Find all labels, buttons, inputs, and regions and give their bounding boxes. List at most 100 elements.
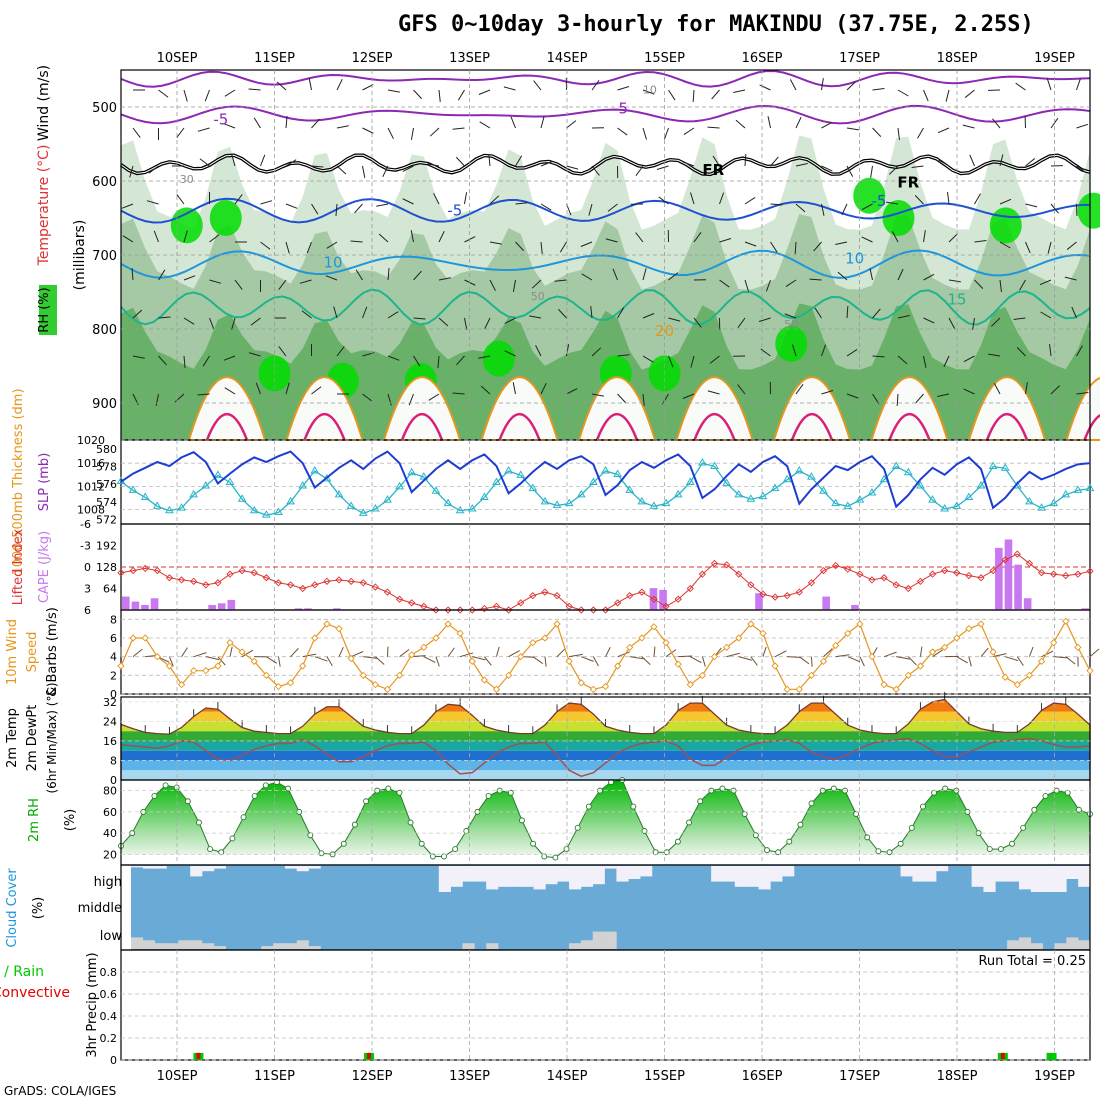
temp-axis-label-line3: (6hr Min/Max) (°C) bbox=[45, 682, 59, 793]
rh-marker bbox=[352, 822, 357, 827]
wind-barb bbox=[375, 657, 384, 665]
cape-bar bbox=[208, 605, 216, 610]
rh-tick-label: 20 bbox=[103, 848, 117, 861]
rh-marker bbox=[486, 793, 491, 798]
cloud-low-bar bbox=[155, 943, 167, 949]
wind-speed-marker bbox=[978, 621, 984, 627]
wind-barb bbox=[860, 657, 865, 666]
date-tick-top: 19SEP bbox=[1034, 51, 1075, 66]
temp-axis-label-line2: 2m DewPt bbox=[25, 705, 40, 772]
legend-total-rain: Total / Rain bbox=[0, 964, 44, 980]
cloud-low-bar bbox=[131, 937, 143, 949]
cape-tick-label: 128 bbox=[96, 561, 117, 574]
wind-axis-label-line2: Speed bbox=[25, 632, 40, 673]
cloud-low-bar bbox=[569, 943, 581, 949]
cloud-high-bar bbox=[972, 866, 984, 887]
rh-marker bbox=[419, 841, 424, 846]
cloud-high-bar bbox=[912, 866, 924, 882]
wind-speed-marker bbox=[615, 663, 621, 669]
cloud-low-bar bbox=[214, 946, 226, 949]
lifted-index-tick-label: 3 bbox=[84, 583, 91, 596]
cloud-low-bar bbox=[297, 940, 309, 949]
rh-marker bbox=[219, 850, 224, 855]
cloud-high-bar bbox=[522, 866, 534, 887]
rh-legend-label: RH (%) bbox=[37, 287, 52, 332]
wind-barb bbox=[884, 652, 896, 657]
wind-barb bbox=[278, 657, 280, 667]
wind-barb bbox=[763, 647, 766, 657]
rh-high-patch bbox=[775, 326, 807, 362]
wind-barb bbox=[581, 657, 593, 662]
cloud-high-bar bbox=[1043, 866, 1055, 892]
wind-speed-marker bbox=[130, 635, 136, 641]
wind-barb bbox=[460, 653, 473, 657]
pressure-tick-label: 600 bbox=[92, 175, 117, 190]
rh-marker bbox=[241, 815, 246, 820]
rh-marker bbox=[765, 848, 770, 853]
rh-marker bbox=[408, 820, 413, 825]
cloud-high-bar bbox=[723, 866, 735, 882]
contour-label: 10 bbox=[845, 250, 864, 268]
wind-barb bbox=[908, 657, 916, 665]
cloud-high-bar bbox=[1078, 866, 1090, 887]
wind-barb bbox=[702, 657, 705, 667]
wind-barb bbox=[1005, 657, 1018, 661]
date-tick-bottom: 11SEP bbox=[254, 1069, 295, 1084]
contour-label: -5 bbox=[613, 99, 628, 117]
date-tick-bottom: 18SEP bbox=[937, 1069, 978, 1084]
wind-speed-series bbox=[121, 621, 1090, 689]
temp-fill-group bbox=[121, 697, 1090, 780]
cloud-low-bar bbox=[581, 940, 593, 949]
wind-speed-marker bbox=[1075, 644, 1081, 650]
date-tick-top: 10SEP bbox=[157, 51, 198, 66]
rh-marker bbox=[787, 839, 792, 844]
wind-tick-label: 8 bbox=[110, 613, 117, 626]
wind-barb bbox=[678, 656, 692, 657]
rh-marker bbox=[319, 851, 324, 856]
date-tick-top: 13SEP bbox=[449, 51, 490, 66]
cape-tick-label: 64 bbox=[103, 583, 117, 596]
contour-label: 10 bbox=[323, 253, 342, 271]
wind-barb bbox=[739, 657, 752, 661]
cloud-low-bar bbox=[285, 943, 297, 949]
cape-bar bbox=[822, 597, 830, 610]
wind-barb bbox=[606, 647, 611, 656]
rh-marker bbox=[442, 854, 447, 859]
cloud-high-bar bbox=[901, 866, 913, 876]
cloud-low-bar bbox=[463, 943, 475, 949]
rh-marker bbox=[1065, 790, 1070, 795]
rh-marker bbox=[831, 786, 836, 791]
contour-label: 20 bbox=[655, 322, 674, 340]
wind-barb bbox=[787, 657, 801, 658]
wind-speed-marker bbox=[469, 658, 475, 664]
date-tick-bottom: 12SEP bbox=[352, 1069, 393, 1084]
wind-barb bbox=[969, 657, 971, 667]
cloud-level-label: high bbox=[94, 875, 122, 890]
contour-label: -5 bbox=[213, 111, 228, 129]
temp-band bbox=[121, 760, 1090, 770]
chart-title: GFS 0~10day 3-hourly for MAKINDU (37.75E… bbox=[398, 12, 1034, 37]
cape-bar bbox=[141, 605, 149, 610]
cloud-low-bar bbox=[1054, 943, 1066, 949]
contour-label: 15 bbox=[947, 290, 966, 308]
wind-barb bbox=[206, 657, 219, 660]
wind-barb bbox=[436, 657, 439, 667]
rh-marker bbox=[286, 786, 291, 791]
cloud-low-bar bbox=[273, 943, 285, 949]
cloud-low-bar bbox=[309, 946, 321, 949]
thickness-marker bbox=[202, 482, 209, 488]
wind-speed-marker bbox=[203, 668, 209, 674]
cloud-high-bar bbox=[782, 866, 794, 876]
temp-tick-label: 24 bbox=[103, 715, 117, 728]
cloud-level-label: low bbox=[100, 929, 123, 944]
slp-tick-label: 1008 bbox=[77, 504, 105, 517]
cloud-high-bar bbox=[758, 866, 770, 889]
wind-barb bbox=[351, 652, 363, 657]
cape-bar bbox=[1014, 565, 1022, 610]
wind-barb bbox=[642, 657, 650, 665]
